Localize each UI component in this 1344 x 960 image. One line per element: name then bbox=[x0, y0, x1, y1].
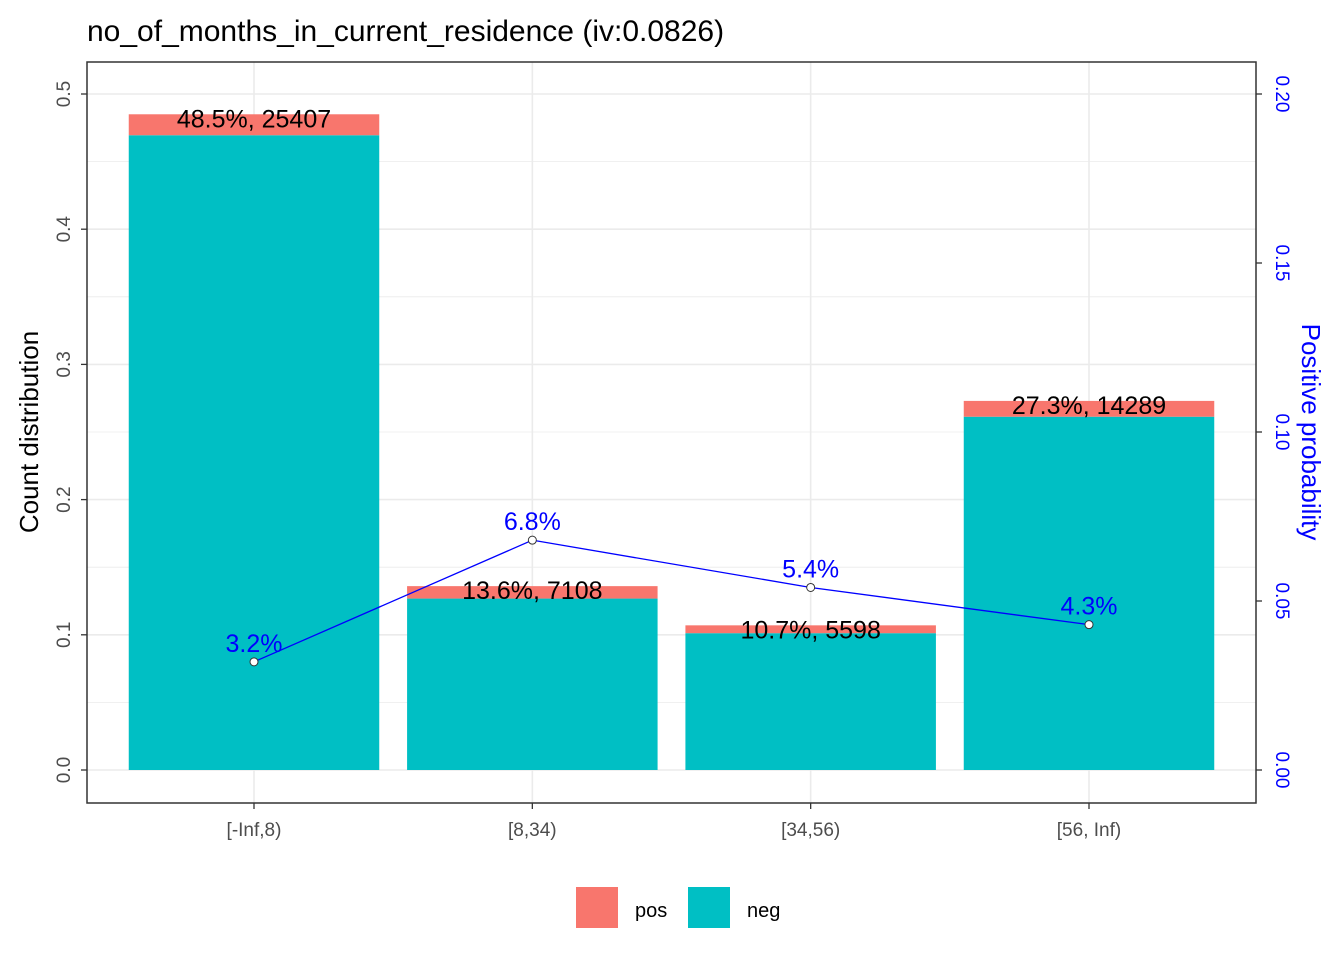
probability-point bbox=[1084, 620, 1094, 630]
probability-point bbox=[527, 535, 537, 545]
y-tick-label: 0.2 bbox=[54, 486, 75, 512]
y-axis-right-label: Positive probability bbox=[1296, 324, 1326, 541]
probability-label: 6.8% bbox=[504, 508, 561, 536]
legend-swatch-neg bbox=[688, 887, 730, 928]
bar-pos bbox=[407, 586, 658, 599]
x-tick-label: [34,56) bbox=[781, 820, 840, 841]
y-tick-label: 0.4 bbox=[54, 216, 75, 243]
y-right-tick-label: 0.05 bbox=[1271, 583, 1292, 620]
x-tick-label: [56, Inf) bbox=[1057, 820, 1121, 841]
bar-neg bbox=[407, 598, 658, 770]
y-tick-label: 0.0 bbox=[54, 757, 75, 783]
y-right-tick-label: 0.15 bbox=[1271, 245, 1292, 282]
bar-pos bbox=[963, 400, 1215, 417]
bar-label: 13.6%, 7108 bbox=[462, 577, 602, 605]
y-tick-label: 0.1 bbox=[54, 622, 75, 648]
bar-pos bbox=[128, 114, 380, 136]
bar-neg bbox=[128, 135, 380, 771]
bar-neg bbox=[963, 416, 1215, 770]
chart-title: no_of_months_in_current_residence (iv:0.… bbox=[87, 15, 724, 48]
legend-swatch-pos bbox=[576, 887, 618, 928]
x-tick-label: [-Inf,8) bbox=[227, 820, 282, 841]
legend-label-neg: neg bbox=[747, 900, 780, 922]
bar-label: 10.7%, 5598 bbox=[740, 616, 880, 644]
probability-point bbox=[806, 582, 816, 592]
y-tick-label: 0.5 bbox=[54, 81, 75, 107]
legend-label-pos: pos bbox=[635, 900, 667, 922]
y-right-tick-label: 0.10 bbox=[1271, 414, 1292, 451]
bar-labels: 48.5%, 25407 13.6%, 7108 10.7%, 5598 27.3%,… bbox=[177, 105, 1166, 644]
axes: 0.0 0.1 0.2 0.3 0.4 0.5 0.00 0.05 0.10 0.15 0.20 [-… bbox=[54, 76, 1292, 841]
y-tick-label: 0.3 bbox=[54, 351, 75, 377]
bar-pos bbox=[685, 625, 936, 634]
probability-label: 3.2% bbox=[226, 630, 283, 658]
y-axis-label: Count distribution bbox=[14, 331, 44, 533]
legend: pos neg bbox=[576, 887, 780, 928]
bar-label: 48.5%, 25407 bbox=[177, 105, 331, 133]
bars bbox=[128, 114, 1215, 771]
bar-neg bbox=[685, 633, 936, 770]
bar-label: 27.3%, 14289 bbox=[1012, 392, 1166, 420]
x-tick-label: [8,34) bbox=[508, 820, 557, 841]
probability-point bbox=[249, 657, 259, 667]
probability-polyline bbox=[253, 539, 1090, 663]
y-right-tick-label: 0.20 bbox=[1271, 76, 1292, 113]
probability-label: 4.3% bbox=[1061, 593, 1118, 621]
probability-line: 3.2% 6.8% 5.4% 4.3% bbox=[226, 508, 1118, 667]
y-right-tick-label: 0.00 bbox=[1271, 752, 1292, 789]
probability-label: 5.4% bbox=[782, 555, 839, 583]
